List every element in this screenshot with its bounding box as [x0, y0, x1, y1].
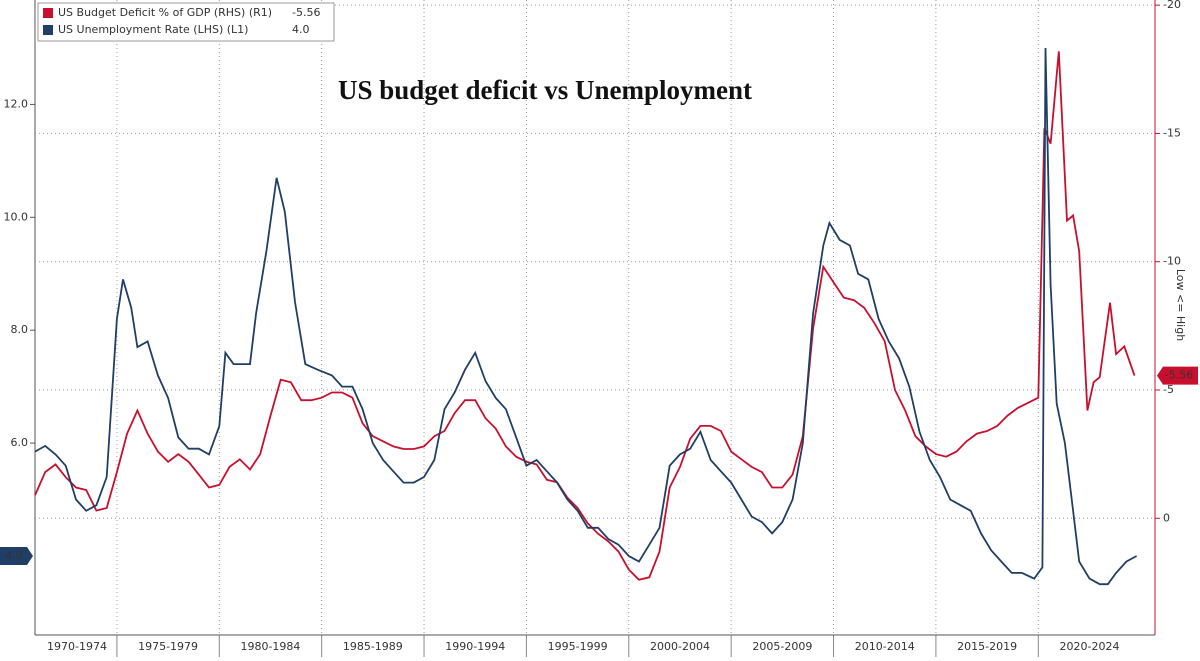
- legend-value: -5.56: [292, 6, 320, 19]
- legend-swatch: [43, 8, 53, 18]
- x-tick-label: 2015-2019: [957, 640, 1017, 653]
- chart-title: US budget deficit vs Unemployment: [338, 75, 752, 105]
- x-tick-label: 2010-2014: [855, 640, 915, 653]
- y2-tick-label: -5: [1163, 383, 1174, 396]
- y-tick-label: 8.0: [11, 323, 29, 336]
- x-tick-label: 1970-1974: [47, 640, 107, 653]
- y2-tick-label: -15: [1163, 126, 1181, 139]
- x-tick-label: 1995-1999: [548, 640, 608, 653]
- x-tick-label: 2000-2004: [650, 640, 710, 653]
- legend-value: 4.0: [292, 23, 310, 36]
- x-tick-label: 1990-1994: [445, 640, 505, 653]
- x-tick-label: 1985-1989: [343, 640, 403, 653]
- grid: [30, 0, 1160, 657]
- axis-note: Low <= High: [1174, 269, 1187, 341]
- x-tick-label: 2005-2009: [752, 640, 812, 653]
- x-tick-label: 2020-2024: [1059, 640, 1119, 653]
- last-value-marker: [1157, 366, 1198, 385]
- legend-swatch: [43, 25, 53, 35]
- y-tick-label: 12.0: [4, 97, 29, 110]
- x-tick-label: 1975-1979: [138, 640, 198, 653]
- legend-label: US Budget Deficit % of GDP (RHS) (R1): [58, 6, 272, 19]
- y2-tick-label: -20: [1163, 0, 1181, 11]
- last-value-marker: [0, 546, 33, 565]
- y2-tick-label: 0: [1163, 511, 1170, 524]
- series-line: [34, 51, 1136, 581]
- y-tick-label: 6.0: [11, 436, 29, 449]
- legend-label: US Unemployment Rate (LHS) (L1): [58, 23, 248, 36]
- legend-box: [37, 2, 335, 42]
- x-tick-label: 1980-1984: [240, 640, 300, 653]
- series-line: [34, 47, 1138, 586]
- y2-tick-label: -10: [1163, 255, 1181, 268]
- last-value-label: 4.0: [5, 549, 23, 562]
- y-tick-label: 10.0: [4, 210, 29, 223]
- last-value-label: -5.56: [1165, 369, 1193, 382]
